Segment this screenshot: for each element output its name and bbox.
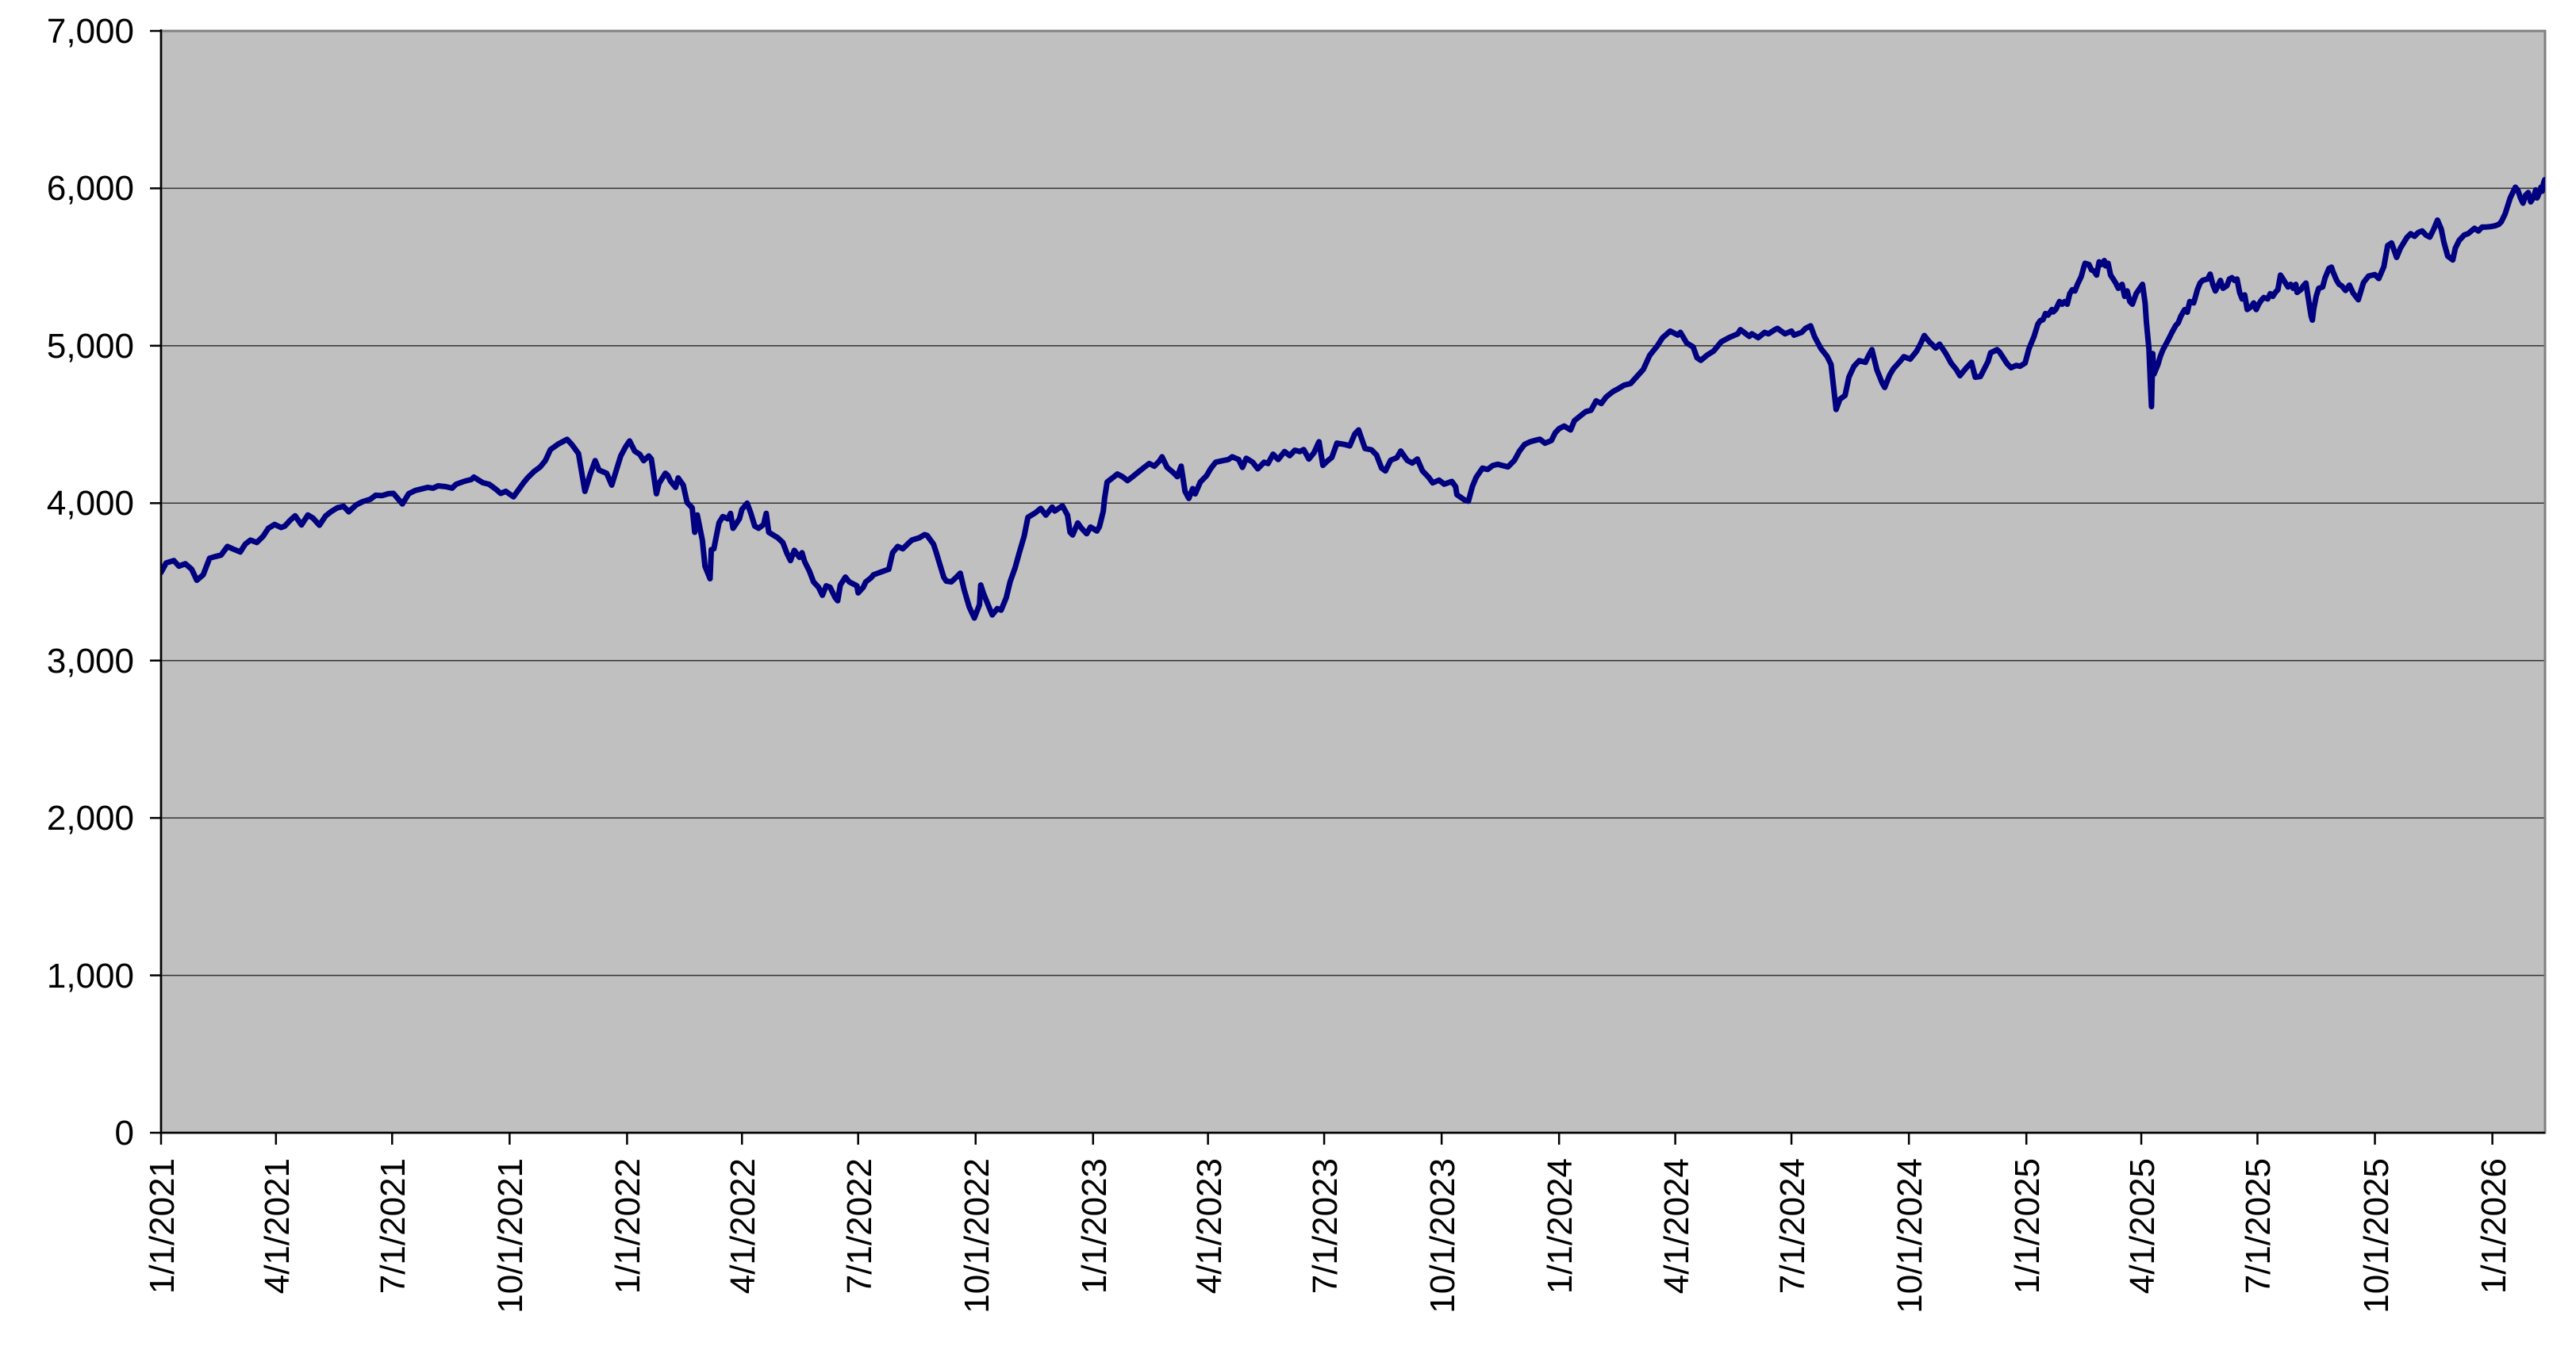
x-axis-label-4-1-2023: 4/1/2023 [1189,1158,1229,1295]
x-axis-label-7-1-2022: 7/1/2022 [839,1158,879,1295]
x-axis-label-1-1-2023: 1/1/2023 [1074,1158,1114,1295]
x-axis-label-10-1-2023: 10/1/2023 [1423,1158,1463,1314]
y-axis-label-3000: 3,000 [46,641,134,681]
x-axis-label-10-1-2022: 10/1/2022 [957,1158,996,1314]
series-line [161,177,2545,621]
x-axis-label-4-1-2024: 4/1/2024 [1657,1158,1696,1295]
y-axis-label-1000: 1,000 [46,956,134,996]
x-axis-label-1-1-2026: 1/1/2026 [2474,1158,2513,1295]
x-axis-label-10-1-2021: 10/1/2021 [491,1158,531,1314]
x-axis-label-7-1-2025: 7/1/2025 [2239,1158,2278,1295]
y-axis-label-7000: 7,000 [46,12,134,51]
y-axis-label-2000: 2,000 [46,799,134,838]
x-axis-label-10-1-2024: 10/1/2024 [1891,1158,1930,1314]
x-axis-label-7-1-2023: 7/1/2023 [1306,1158,1346,1295]
y-axis-label-0: 0 [114,1114,134,1153]
x-axis-label-7-1-2021: 7/1/2021 [374,1158,413,1295]
x-axis-label-1-1-2022: 1/1/2022 [608,1158,648,1295]
plot-area [161,31,2545,1133]
x-axis-label-10-1-2025: 10/1/2025 [2356,1158,2396,1314]
x-axis-label-1-1-2024: 1/1/2024 [1541,1158,1580,1295]
x-axis-label-4-1-2022: 4/1/2022 [724,1158,763,1295]
y-axis-label-5000: 5,000 [46,326,134,366]
y-axis-label-4000: 4,000 [46,484,134,524]
x-axis-label-1-1-2021: 1/1/2021 [143,1158,182,1295]
x-axis-label-4-1-2025: 4/1/2025 [2123,1158,2163,1295]
x-axis-label-1-1-2025: 1/1/2025 [2008,1158,2048,1295]
x-axis-label-7-1-2024: 7/1/2024 [1773,1158,1813,1295]
x-axis-label-4-1-2021: 4/1/2021 [257,1158,297,1295]
y-axis-label-6000: 6,000 [46,169,134,209]
